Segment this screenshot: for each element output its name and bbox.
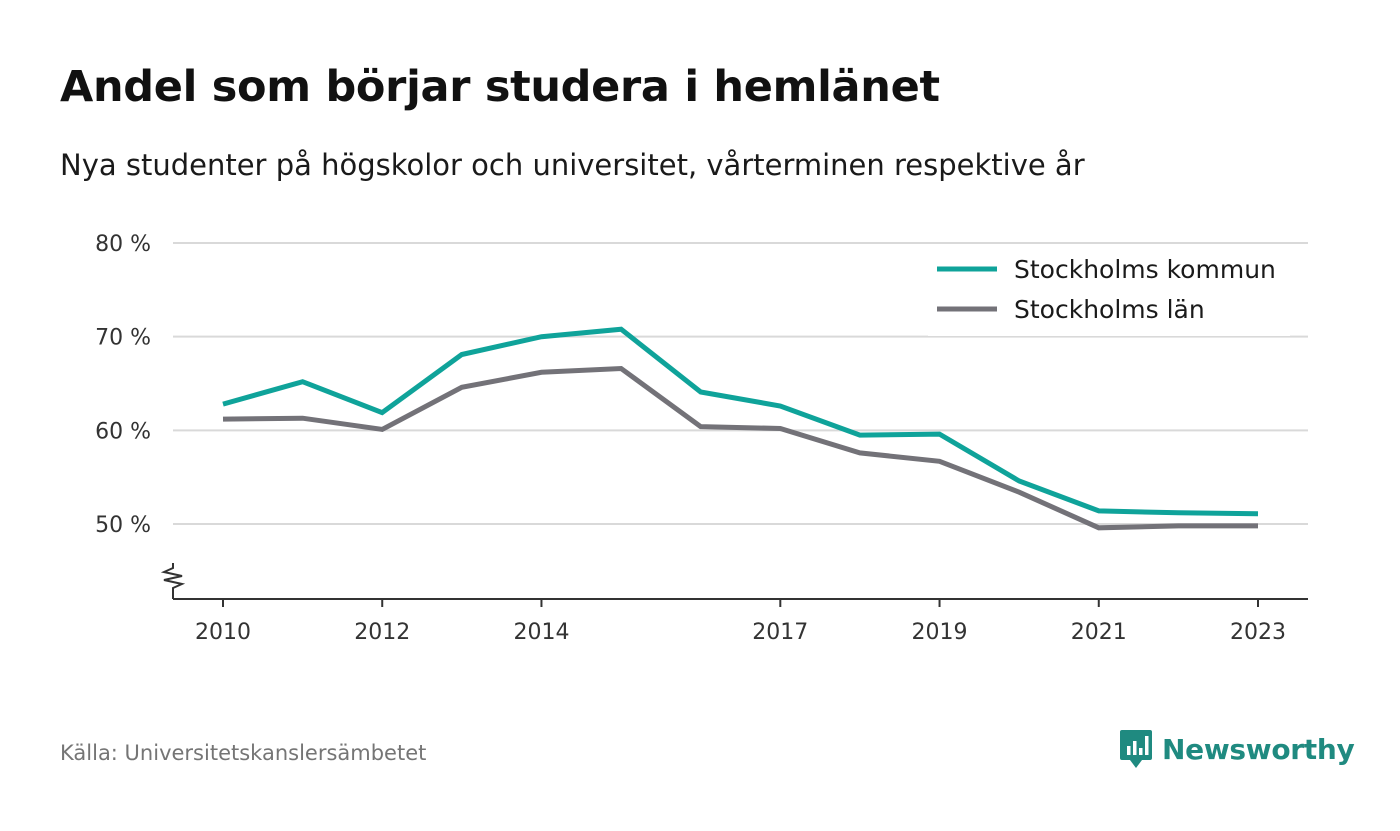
y-axis-ticks: 50 % 60 % 70 % 80 %	[95, 232, 151, 538]
x-tick-label: 2021	[1071, 620, 1127, 645]
y-tick-label: 80 %	[95, 232, 151, 257]
series-line-0	[222, 326, 1259, 517]
series-line-1	[222, 365, 1258, 531]
x-tick-label: 2019	[912, 620, 968, 645]
source-note: Källa: Universitetskanslersämbetet	[60, 741, 427, 765]
x-axis-ticks: 2010 2012 2014 2017 2019 2021 2023	[195, 599, 1286, 645]
newsworthy-logo-icon	[1120, 730, 1152, 768]
x-axis	[160, 563, 1308, 600]
legend-label: Stockholms kommun	[1014, 255, 1276, 284]
legend: Stockholms kommun Stockholms län	[928, 248, 1290, 336]
brand-name: Newsworthy	[1162, 732, 1355, 766]
series-lines	[222, 326, 1259, 531]
brand-logo[interactable]: Newsworthy	[1118, 726, 1355, 772]
chart-title: Andel som börjar studera i hemlänet	[60, 62, 940, 112]
legend-background	[928, 248, 1290, 336]
line-chart: 50 % 60 % 70 % 80 % 2010 2012 2014 2017 2019 202…	[95, 232, 1308, 645]
x-tick-label: 2012	[354, 620, 410, 645]
x-tick-label: 2014	[513, 620, 569, 645]
grid-lines	[173, 242, 1308, 526]
chart-subtitle: Nya studenter på högskolor och universit…	[60, 148, 1085, 182]
x-tick-label: 2010	[195, 620, 251, 645]
y-tick-label: 70 %	[95, 326, 151, 351]
x-tick-label: 2017	[752, 620, 808, 645]
y-axis-break-marker	[160, 563, 186, 599]
x-tick-label: 2023	[1230, 620, 1286, 645]
y-tick-label: 60 %	[95, 419, 151, 444]
y-tick-label: 50 %	[95, 513, 151, 538]
legend-label: Stockholms län	[1014, 295, 1205, 324]
